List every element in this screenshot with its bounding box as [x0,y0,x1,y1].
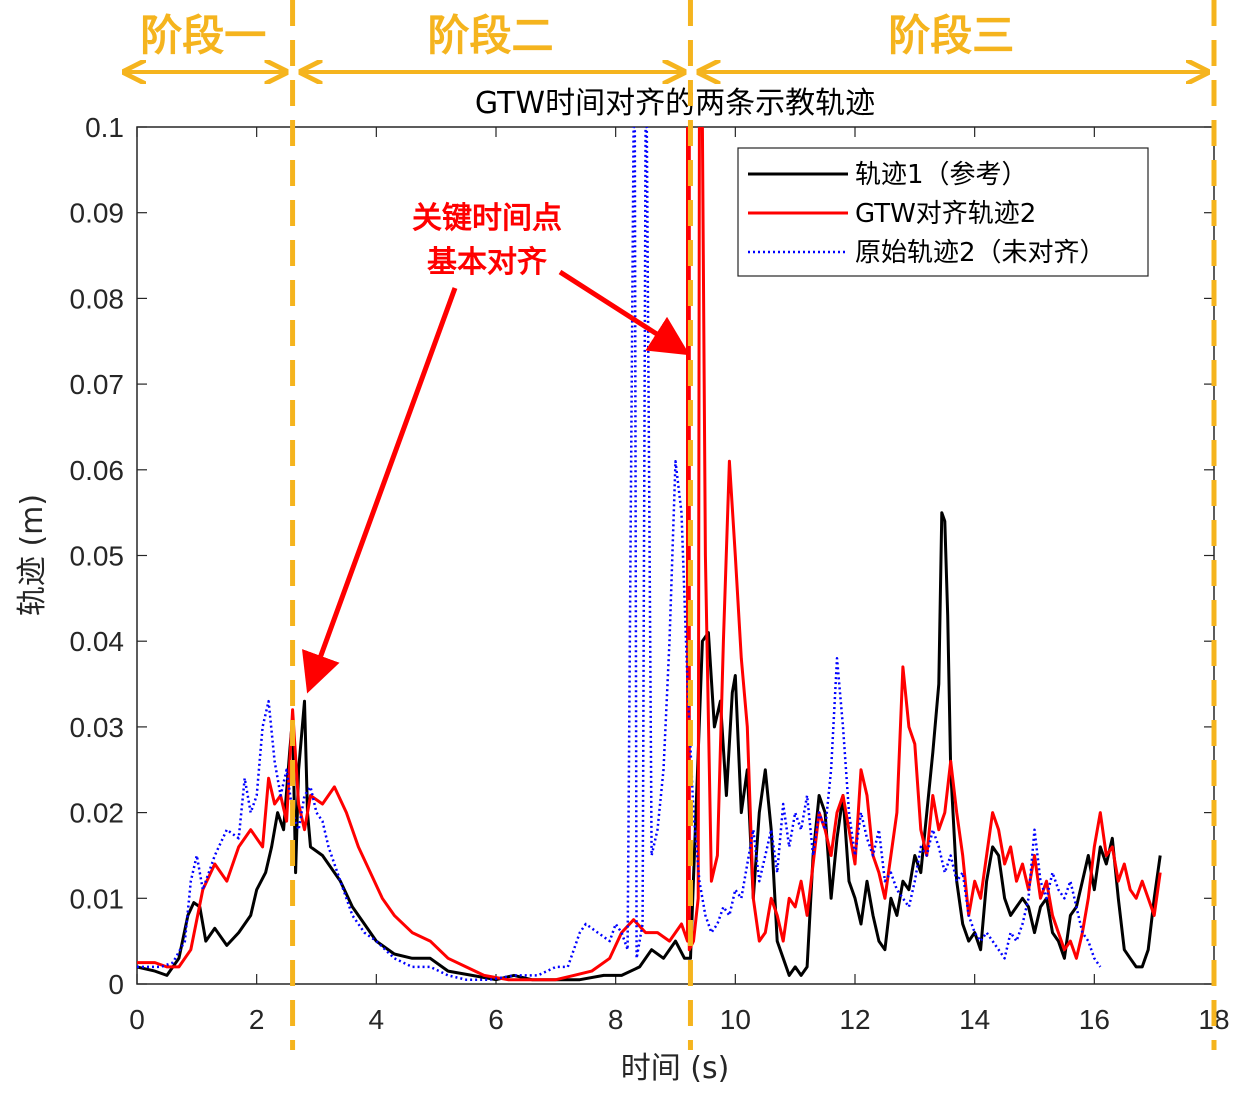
x-axis-label: 时间 (s) [621,1051,730,1086]
x-axis: 024681012141618 [129,127,1230,1035]
x-tick-label: 10 [720,1004,751,1035]
annotation-arrow [302,287,458,694]
y-tick-label: 0.1 [85,112,124,143]
x-tick-label: 2 [249,1004,265,1035]
y-tick-label: 0.01 [70,883,125,914]
annotation-line1: 关键时间点 [412,201,562,236]
y-tick-label: 0.05 [70,541,125,572]
y-axis: 0 0.01 0.02 0.03 0.04 0.05 0.06 0.07 0.08 0.09 0.1 [70,112,1214,1000]
x-tick-label: 12 [839,1004,870,1035]
chart-title: GTW时间对齐的两条示教轨迹 [475,86,875,121]
series-line-2 [137,127,1162,982]
y-tick-label: 0.07 [70,369,125,400]
y-tick-label: 0 [108,969,124,1000]
annotation-arrow [558,269,690,356]
y-tick-label: 0.06 [70,455,125,486]
x-tick-label: 0 [129,1004,145,1035]
legend-entry-series-3: 原始轨迹2（未对齐） [855,238,1106,268]
stage-layer: 阶段一 阶段二 阶段三 [126,0,1217,1050]
legend: 轨迹1（参考） GTW对齐轨迹2 原始轨迹2（未对齐） [737,147,1149,277]
legend-entry-series-2: GTW对齐轨迹2 [855,199,1036,229]
x-tick-label: 4 [369,1004,385,1035]
series-line-1 [137,511,1162,982]
y-tick-label: 0.02 [70,798,125,829]
annotation-line2: 基本对齐 [427,245,547,280]
x-tick-label: 8 [608,1004,624,1035]
y-tick-label: 0.04 [70,626,125,657]
y-tick-label: 0.09 [70,198,125,229]
stage-label: 阶段二 [428,11,554,60]
stage-label: 阶段一 [140,11,266,60]
stage-label: 阶段三 [888,11,1014,60]
x-tick-label: 16 [1079,1004,1110,1035]
y-axis-label: 轨迹 (m) [15,494,50,616]
y-tick-label: 0.08 [70,283,125,314]
y-tick-label: 0.03 [70,712,125,743]
series-line-3 [137,127,1102,981]
series-layer [137,127,1162,982]
x-tick-label: 14 [959,1004,990,1035]
annotation-arrows [302,269,690,694]
x-tick-label: 6 [488,1004,504,1035]
legend-entry-series-1: 轨迹1（参考） [855,160,1028,190]
